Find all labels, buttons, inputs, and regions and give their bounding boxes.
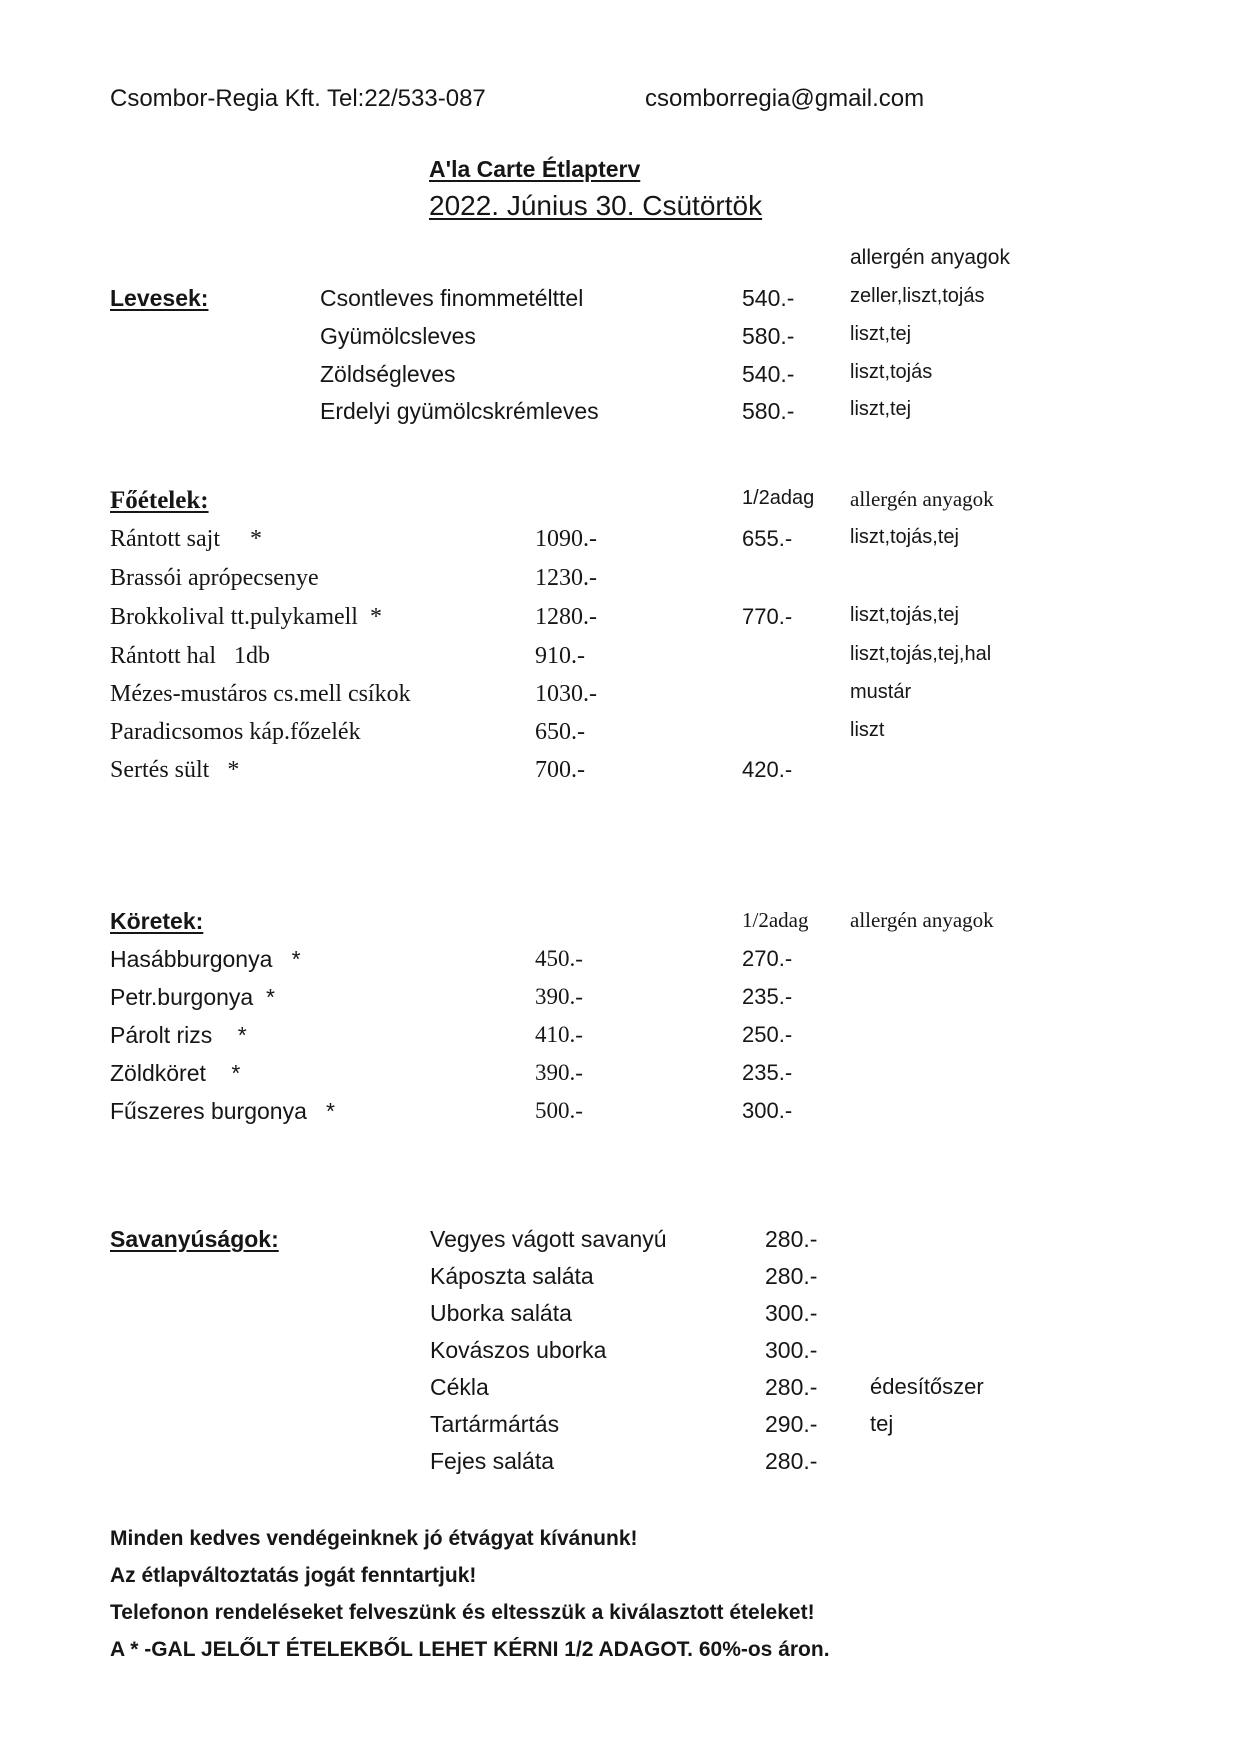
dish-price: 540.- (742, 361, 795, 387)
dish-price: 500.- (535, 1098, 583, 1123)
dish-allergens: tej (870, 1411, 894, 1436)
dish-allergens: zeller,liszt,tojás (850, 285, 985, 307)
dish-name: Fejes saláta (430, 1448, 555, 1474)
dish-name: Brokkolival tt.pulykamell * (110, 604, 382, 630)
dish-allergens: liszt,tojás,tej (850, 526, 959, 548)
dish-price: 390.- (535, 984, 583, 1009)
dish-price: 280.- (765, 1374, 818, 1400)
dish-name: Káposzta saláta (430, 1263, 594, 1289)
dish-name: Mézes-mustáros cs.mell csíkok (110, 681, 411, 707)
dish-name: Cékla (430, 1374, 489, 1400)
company-info: Csombor-Regia Kft. Tel:22/533-087 (110, 85, 486, 112)
dish-name: Csontleves finommetélttel (320, 285, 584, 311)
dish-name: Tartármártás (430, 1411, 560, 1437)
dish-price: 580.- (742, 398, 795, 424)
dish-allergens: édesítőszer (870, 1374, 984, 1399)
section-label-savanyusagok: Savanyúságok: (110, 1226, 279, 1252)
dish-allergens: liszt (850, 719, 885, 741)
dish-name: Brassói aprópecsenye (110, 565, 319, 591)
dish-price: 410.- (535, 1022, 583, 1047)
dish-allergens: liszt,tej (850, 398, 912, 420)
allergen-column-header: allergén anyagok (850, 487, 994, 511)
section-label-koretek: Köretek: (110, 908, 204, 934)
dish-name: Kovászos uborka (430, 1337, 607, 1363)
dish-allergens: liszt,tej (850, 323, 912, 345)
menu-date: 2022. Június 30. Csütörtök (429, 190, 763, 221)
page-title: A'la Carte Étlapterv (429, 156, 641, 182)
dish-name: Fűszeres burgonya * (110, 1098, 336, 1124)
half-portion-column-header: 1/2adag (742, 908, 809, 932)
dish-half-price: 235.- (742, 1060, 793, 1085)
dish-name: Párolt rizs * (110, 1022, 247, 1048)
dish-price: 300.- (765, 1300, 818, 1326)
dish-price: 1090.- (535, 526, 597, 552)
dish-price: 650.- (535, 719, 585, 745)
dish-price: 540.- (742, 285, 795, 311)
dish-half-price: 420.- (742, 757, 793, 782)
dish-price: 280.- (765, 1226, 818, 1252)
dish-name: Petr.burgonya * (110, 984, 275, 1010)
dish-price: 450.- (535, 946, 583, 971)
dish-name: Rántott hal 1db (110, 643, 270, 669)
dish-half-price: 250.- (742, 1022, 793, 1047)
dish-price: 1030.- (535, 681, 597, 707)
dish-price: 910.- (535, 643, 585, 669)
footer-note: Minden kedves vendégeinknek jó étvágyat … (110, 1527, 638, 1550)
dish-allergens: liszt,tojás,tej (850, 604, 959, 626)
dish-half-price: 770.- (742, 604, 793, 629)
dish-allergens: liszt,tojás,tej,hal (850, 643, 992, 665)
half-portion-column-header: 1/2adag (742, 487, 815, 509)
footer-note: A * -GAL JELŐLT ÉTELEKBŐL LEHET KÉRNI 1/… (110, 1638, 830, 1661)
dish-price: 1230.- (535, 565, 597, 591)
dish-name: Zöldköret * (110, 1060, 241, 1086)
dish-price: 390.- (535, 1060, 583, 1085)
dish-name: Erdelyi gyümölcskrémleves (320, 398, 599, 424)
dish-half-price: 300.- (742, 1098, 793, 1123)
allergen-column-header: allergén anyagok (850, 246, 1010, 269)
footer-note: Telefonon rendeléseket felveszünk és elt… (110, 1601, 815, 1624)
dish-name: Rántott sajt * (110, 526, 262, 552)
dish-half-price: 235.- (742, 984, 793, 1009)
dish-name: Uborka saláta (430, 1300, 572, 1326)
company-email: csomborregia@gmail.com (645, 85, 925, 112)
dish-name: Paradicsomos káp.főzelék (110, 719, 361, 745)
dish-price: 1280.- (535, 604, 597, 630)
dish-price: 300.- (765, 1337, 818, 1363)
section-label-foetelek: Főételek: (110, 487, 209, 514)
dish-price: 580.- (742, 323, 795, 349)
dish-half-price: 655.- (742, 526, 793, 551)
dish-price: 290.- (765, 1411, 818, 1437)
dish-price: 280.- (765, 1263, 818, 1289)
dish-price: 280.- (765, 1448, 818, 1474)
dish-name: Sertés sült * (110, 757, 240, 783)
allergen-column-header: allergén anyagok (850, 908, 994, 932)
dish-name: Vegyes vágott savanyú (430, 1226, 667, 1252)
footer-note: Az étlapváltoztatás jogát fenntartjuk! (110, 1564, 477, 1587)
dish-price: 700.- (535, 757, 585, 783)
section-label-levesek: Levesek: (110, 285, 209, 311)
dish-name: Hasábburgonya * (110, 946, 301, 972)
dish-allergens: liszt,tojás (850, 361, 933, 383)
dish-allergens: mustár (850, 681, 912, 703)
dish-name: Zöldségleves (320, 361, 456, 387)
dish-half-price: 270.- (742, 946, 793, 971)
dish-name: Gyümölcsleves (320, 323, 476, 349)
